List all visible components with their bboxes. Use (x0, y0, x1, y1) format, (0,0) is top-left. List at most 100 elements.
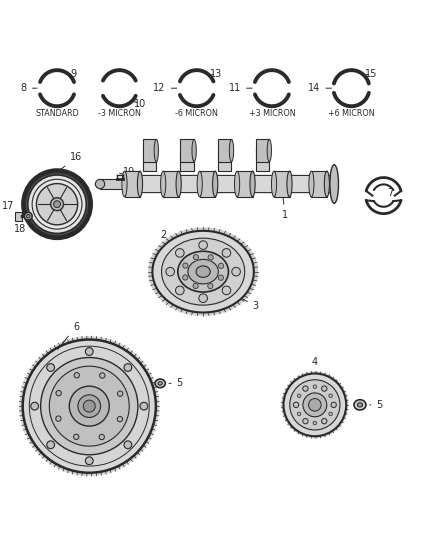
Ellipse shape (176, 171, 181, 197)
Text: 10: 10 (134, 99, 146, 109)
Ellipse shape (309, 171, 314, 197)
Ellipse shape (83, 400, 95, 412)
Bar (100, 180, 124, 189)
Text: 11: 11 (229, 83, 252, 93)
Text: 9: 9 (69, 69, 77, 79)
Ellipse shape (155, 379, 165, 387)
Circle shape (193, 255, 198, 260)
Ellipse shape (283, 374, 346, 436)
Ellipse shape (196, 266, 210, 277)
Bar (200, 171, 215, 197)
Ellipse shape (24, 171, 91, 238)
Text: -3 MICRON: -3 MICRON (98, 109, 141, 118)
Ellipse shape (36, 183, 78, 225)
Text: 17: 17 (2, 201, 14, 211)
Ellipse shape (188, 260, 219, 284)
Circle shape (56, 416, 61, 421)
Text: 5: 5 (370, 400, 382, 410)
Text: 4: 4 (312, 357, 318, 367)
Text: 12: 12 (153, 83, 177, 93)
Text: +6 MICRON: +6 MICRON (328, 109, 374, 118)
Circle shape (222, 286, 231, 295)
Ellipse shape (95, 180, 105, 189)
Ellipse shape (212, 171, 218, 197)
Text: 2: 2 (160, 230, 173, 242)
Ellipse shape (303, 393, 327, 417)
Text: 19: 19 (123, 167, 135, 177)
Ellipse shape (49, 366, 129, 446)
Circle shape (219, 263, 223, 269)
Bar (255, 148, 269, 171)
Circle shape (74, 434, 79, 439)
Ellipse shape (234, 171, 240, 197)
Circle shape (313, 421, 317, 425)
Ellipse shape (281, 372, 348, 438)
Circle shape (140, 402, 148, 410)
Circle shape (222, 248, 231, 257)
Ellipse shape (178, 251, 229, 292)
Text: 3: 3 (242, 299, 259, 311)
Circle shape (297, 412, 301, 416)
Ellipse shape (230, 139, 233, 161)
Text: -6 MICRON: -6 MICRON (175, 109, 218, 118)
Ellipse shape (197, 171, 202, 197)
Circle shape (313, 385, 317, 389)
Bar (124, 171, 140, 197)
FancyBboxPatch shape (123, 175, 335, 192)
Ellipse shape (330, 165, 339, 203)
Circle shape (47, 364, 54, 372)
Bar (218, 150, 232, 171)
Circle shape (293, 402, 299, 408)
Bar (180, 152, 194, 171)
Text: 15: 15 (365, 69, 377, 79)
Circle shape (218, 275, 223, 280)
Text: 16: 16 (61, 152, 82, 169)
Ellipse shape (122, 171, 127, 197)
Circle shape (297, 394, 301, 398)
Bar (311, 171, 327, 197)
Bar (142, 139, 156, 161)
Text: 7: 7 (387, 189, 393, 198)
Ellipse shape (290, 379, 340, 430)
Ellipse shape (27, 214, 30, 218)
Circle shape (321, 418, 327, 424)
Text: 1: 1 (282, 196, 288, 220)
Text: STANDARD: STANDARD (35, 109, 79, 118)
Bar (14, 212, 22, 221)
Circle shape (208, 284, 213, 288)
Circle shape (124, 364, 132, 372)
Ellipse shape (53, 201, 60, 208)
Ellipse shape (309, 399, 321, 411)
Text: 5: 5 (169, 378, 183, 389)
Circle shape (56, 391, 61, 396)
Circle shape (74, 373, 79, 378)
Bar (255, 139, 269, 161)
Circle shape (183, 275, 188, 280)
Ellipse shape (41, 358, 138, 455)
Bar (218, 139, 232, 161)
Ellipse shape (28, 175, 86, 233)
Ellipse shape (161, 171, 166, 197)
Ellipse shape (29, 346, 149, 466)
Bar (274, 171, 290, 197)
Ellipse shape (25, 212, 32, 220)
Circle shape (199, 294, 208, 303)
Circle shape (232, 268, 240, 276)
Ellipse shape (354, 400, 366, 410)
Circle shape (166, 268, 174, 276)
Ellipse shape (19, 336, 159, 476)
Ellipse shape (357, 403, 363, 407)
Bar (180, 139, 194, 161)
Circle shape (176, 286, 184, 295)
Ellipse shape (192, 139, 196, 161)
Circle shape (329, 394, 332, 398)
Circle shape (208, 255, 213, 260)
Circle shape (183, 263, 188, 268)
Circle shape (193, 284, 198, 288)
Circle shape (199, 241, 208, 249)
Ellipse shape (138, 171, 142, 197)
Circle shape (85, 457, 93, 465)
Circle shape (303, 418, 308, 424)
Circle shape (303, 386, 308, 391)
Ellipse shape (152, 231, 254, 312)
